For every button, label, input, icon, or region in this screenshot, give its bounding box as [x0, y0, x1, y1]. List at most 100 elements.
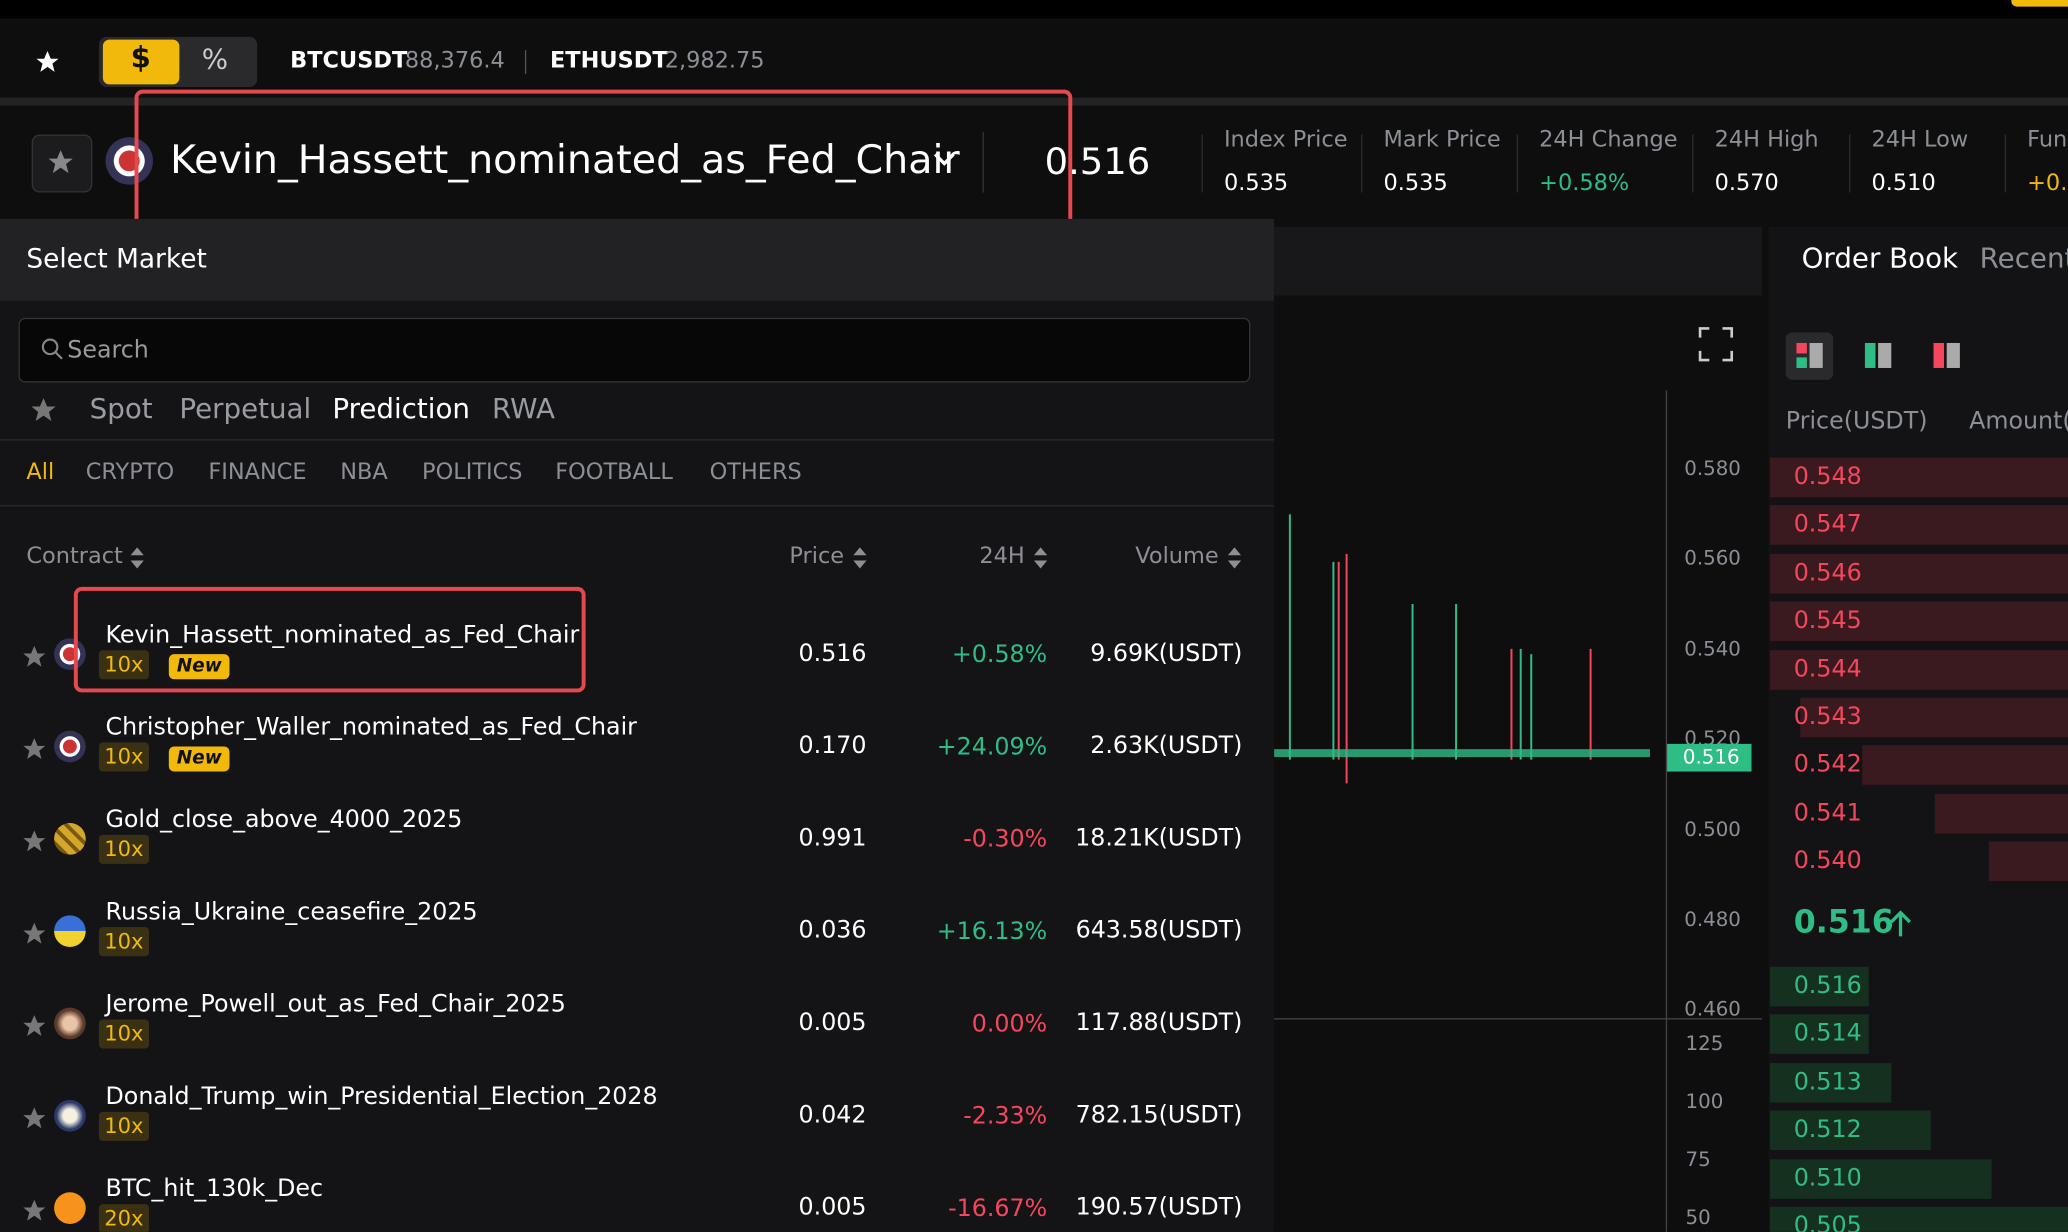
stat-label: Mark Price	[1383, 126, 1501, 153]
change: -0.30%	[963, 825, 1048, 854]
sort-icon[interactable]	[1227, 546, 1243, 570]
leverage-badge: 10x	[98, 650, 149, 680]
row-favorite[interactable]	[21, 736, 47, 762]
dropdown-header	[0, 218, 1275, 301]
change: 0.00%	[971, 1010, 1048, 1038]
price: 0.516	[798, 639, 867, 668]
market-tab[interactable]: Prediction	[332, 393, 470, 425]
contract-name[interactable]: Christopher_Waller_nominated_as_Fed_Chai…	[105, 713, 637, 742]
volume-axis-label: 50	[1685, 1205, 1711, 1230]
highlight-box	[73, 586, 586, 693]
contract-name[interactable]: Gold_close_above_4000_2025	[105, 805, 463, 834]
column-header[interactable]: Volume	[1135, 543, 1219, 570]
market-tab[interactable]: Perpetual	[179, 393, 312, 425]
depth-bar	[1769, 1014, 1869, 1055]
category-tab[interactable]: POLITICS	[422, 458, 523, 486]
row-favorite[interactable]	[21, 1198, 47, 1224]
ask-price: 0.545	[1793, 606, 1862, 635]
market-name[interactable]: Kevin_Hassett_nominated_as_Fed_Chair	[170, 137, 960, 184]
row-favorite[interactable]	[21, 828, 47, 854]
column-header: Amount(	[1969, 407, 2068, 436]
row-favorite[interactable]	[21, 921, 47, 947]
stat-value: 0.570	[1714, 170, 1779, 197]
market-icon	[54, 822, 86, 855]
stat-label: Fun	[2027, 126, 2068, 153]
fullscreen-icon[interactable]	[1695, 323, 1737, 365]
row-favorite[interactable]	[21, 1105, 47, 1131]
sort-icon[interactable]	[852, 546, 868, 570]
depth-bar	[1769, 1110, 1931, 1151]
market-icon	[54, 1099, 86, 1132]
ask-price: 0.541	[1793, 798, 1862, 827]
price-axis-label: 0.580	[1684, 456, 1741, 481]
currency-usd[interactable]: $	[130, 42, 151, 76]
contract-name[interactable]: Donald_Trump_win_Presidential_Election_2…	[105, 1082, 658, 1111]
depth-bar	[1769, 553, 2068, 594]
contract-name[interactable]: Kevin_Hassett_nominated_as_Fed_Chair	[105, 621, 580, 649]
ask-price: 0.542	[1793, 750, 1862, 779]
favorites-tab[interactable]	[29, 396, 58, 425]
bid-price: 0.512	[1793, 1116, 1862, 1144]
row-favorite[interactable]	[21, 1013, 47, 1039]
depth-bar	[1988, 841, 2068, 882]
favorite-icon[interactable]	[46, 148, 75, 177]
bid-price: 0.513	[1793, 1068, 1862, 1096]
price: 0.036	[798, 916, 867, 945]
column-header[interactable]: 24H	[979, 543, 1025, 570]
bid-price: 0.505	[1793, 1212, 1862, 1232]
favorite-icon[interactable]	[34, 49, 60, 75]
volume-axis-label: 75	[1685, 1147, 1711, 1172]
contract-name[interactable]: Jerome_Powell_out_as_Fed_Chair_2025	[105, 990, 566, 1019]
contract-name[interactable]: BTC_hit_130k_Dec	[105, 1175, 324, 1203]
sort-icon[interactable]	[129, 546, 145, 570]
currency-pct[interactable]: %	[201, 43, 229, 76]
stat-value: 0.535	[1223, 170, 1289, 197]
row-favorite[interactable]	[21, 644, 47, 670]
leverage-badge: 10x	[98, 1019, 149, 1049]
price: 0.042	[798, 1101, 867, 1129]
column-header[interactable]: Price	[789, 543, 845, 570]
ticker-symbol[interactable]: BTCUSDT	[290, 47, 408, 74]
separator	[1849, 134, 1851, 193]
search-icon	[41, 338, 63, 360]
layout-btn[interactable]	[1785, 332, 1834, 380]
order-book-tab[interactable]: Order Book	[1801, 242, 1959, 275]
column-header[interactable]: Contract	[26, 543, 123, 570]
layout-icons[interactable]	[1796, 342, 1967, 369]
category-tab[interactable]: NBA	[340, 458, 388, 486]
divider	[0, 439, 1275, 441]
axis-line	[1665, 390, 1668, 1232]
change: +16.13%	[936, 917, 1048, 946]
stat-value: +0.0	[2027, 170, 2068, 197]
search-box[interactable]	[18, 317, 1251, 383]
market-tab[interactable]: RWA	[491, 393, 555, 425]
category-tab[interactable]: FINANCE	[208, 458, 307, 486]
price-axis-label: 0.500	[1684, 817, 1741, 841]
bid-price: 0.510	[1793, 1164, 1862, 1192]
change: -16.67%	[948, 1194, 1048, 1223]
market-tab[interactable]: Spot	[89, 393, 153, 425]
depth-bar	[1934, 793, 2068, 834]
depth-bar	[1769, 1158, 1992, 1199]
category-tab[interactable]: All	[26, 458, 55, 486]
dropdown-caret[interactable]	[931, 150, 957, 168]
leverage-badge: 10x	[98, 1111, 149, 1141]
depth-bar	[1769, 966, 1869, 1007]
top-strip	[0, 0, 2068, 19]
recent-trades-tab[interactable]: Recent	[1979, 242, 2068, 275]
category-tab[interactable]: OTHERS	[709, 458, 802, 486]
leverage-badge: 10x	[98, 742, 149, 772]
separator	[2004, 134, 2007, 193]
ticker-symbol[interactable]: ETHUSDT	[549, 47, 668, 74]
sort-icon[interactable]	[1033, 546, 1049, 570]
price-axis-label: 0.540	[1684, 636, 1741, 661]
contract-name[interactable]: Russia_Ukraine_ceasefire_2025	[105, 898, 478, 926]
category-tab[interactable]: FOOTBALL	[555, 458, 673, 486]
price-axis-label: 0.480	[1684, 907, 1741, 932]
stat-label: 24H High	[1714, 126, 1819, 153]
category-tab[interactable]: CRYPTO	[85, 458, 175, 486]
depth-bar	[1862, 745, 2068, 786]
stat-label: 24H Change	[1539, 126, 1678, 153]
price-axis-label: 0.460	[1684, 997, 1741, 1022]
